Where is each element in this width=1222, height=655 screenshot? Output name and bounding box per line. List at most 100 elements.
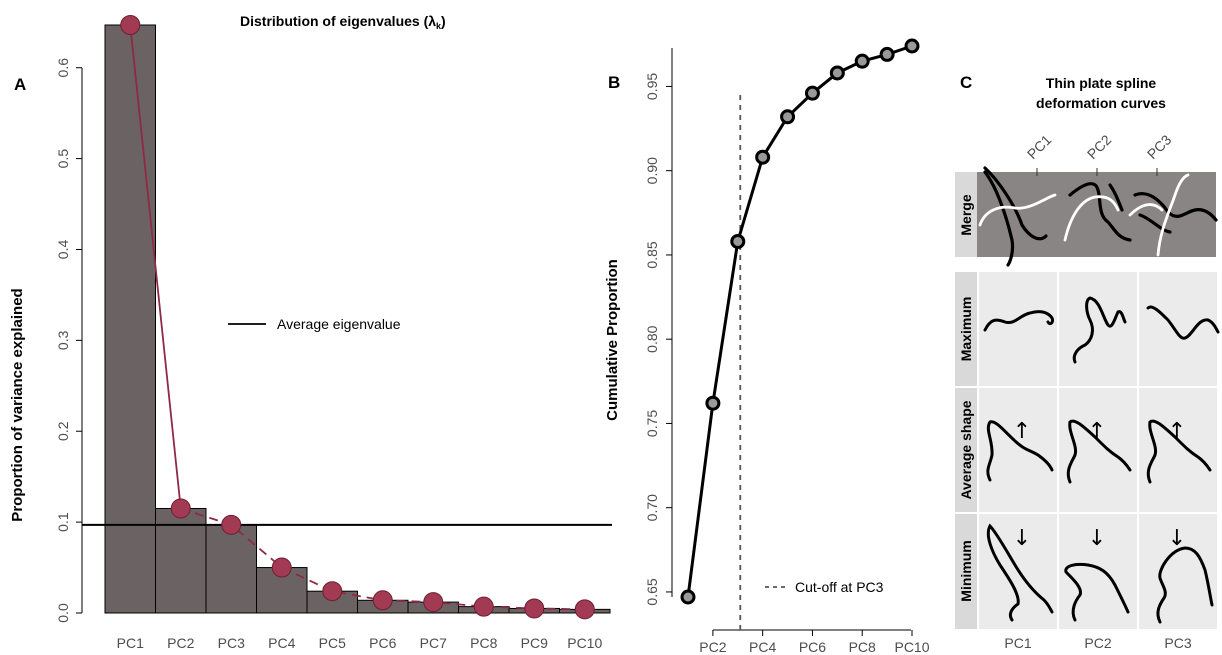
- up-arrow-icon: ↑: [1088, 419, 1106, 444]
- y-tick-label: 0.1: [55, 512, 71, 532]
- panel-a-legend: Average eigenvalue: [228, 316, 401, 332]
- panel-b-points: [680, 38, 920, 605]
- y-tick-label: 0.3: [55, 330, 71, 350]
- data-point: [705, 395, 721, 411]
- y-tick-label: 0.5: [55, 149, 71, 169]
- legend-average-eigenvalue: Average eigenvalue: [277, 316, 401, 332]
- row-label-average: Average shape: [958, 400, 974, 499]
- x-tick-label: PC2: [699, 639, 726, 655]
- x-tick-label: PC6: [369, 635, 396, 651]
- top-label-pc2: PC2: [1084, 131, 1115, 162]
- bottom-label-pc1: PC1: [1004, 635, 1031, 651]
- x-tick-label: PC1: [117, 635, 144, 651]
- x-tick-label: PC8: [849, 639, 876, 655]
- data-point: [120, 15, 141, 35]
- strip-average: [955, 388, 977, 512]
- panel-a-x-ticks: PC1 PC2 PC3 PC4 PC5 PC6 PC7 PC8 PC9 PC10: [117, 635, 603, 651]
- x-tick-label: PC5: [319, 635, 346, 651]
- y-tick-label: 0.95: [644, 73, 660, 100]
- panel-a-y-axis-title: Proportion of variance explained: [9, 288, 26, 521]
- arrows: ↑ ↑ ↑ ↓ ↓ ↓: [1013, 419, 1186, 551]
- data-point: [879, 46, 895, 62]
- merge-curves: [978, 166, 1218, 267]
- bottom-label-pc3: PC3: [1164, 635, 1191, 651]
- bar: [205, 524, 257, 614]
- data-point: [574, 599, 595, 620]
- data-point: [904, 38, 920, 54]
- data-point: [221, 514, 242, 535]
- down-arrow-icon: ↓: [1168, 526, 1186, 551]
- down-arrow-icon: ↓: [1088, 526, 1106, 551]
- panel-c: C Thin plate spline deformation curves P…: [955, 73, 1220, 651]
- data-point: [854, 53, 870, 69]
- x-tick-label: PC8: [470, 635, 497, 651]
- data-point: [423, 592, 444, 613]
- panel-c-letter: C: [960, 73, 972, 92]
- panel-c-title-line2: deformation curves: [1036, 95, 1166, 111]
- panel-a-title-main: Distribution of eigenvalues (λ: [240, 13, 436, 29]
- row-label-merge: Merge: [958, 194, 974, 235]
- row-label-minimum: Minimum: [958, 540, 974, 601]
- data-point: [780, 109, 796, 125]
- x-tick-label: PC7: [420, 635, 447, 651]
- strip-minimum: [955, 514, 977, 629]
- panel-a-title: Distribution of eigenvalues (λk): [240, 13, 446, 31]
- bar: [104, 24, 156, 614]
- top-label-pc3: PC3: [1144, 131, 1175, 162]
- down-arrow-icon: ↓: [1013, 526, 1031, 551]
- shape-curves: [983, 296, 1220, 624]
- panel-b-x-ticks: PC2 PC4 PC6 PC8 PC10: [699, 630, 930, 655]
- y-tick-label: 0.75: [644, 410, 660, 437]
- bar: [155, 507, 207, 614]
- x-tick-label: PC4: [749, 639, 776, 655]
- x-tick-label: PC4: [268, 635, 295, 651]
- panel-b-y-ticks: 0.65 0.70 0.75 0.80 0.85 0.90 0.95: [644, 73, 672, 606]
- panel-a-title-sub: k: [436, 21, 442, 31]
- x-tick-label: PC10: [894, 639, 929, 655]
- cumulative-line: [686, 44, 913, 598]
- data-point: [804, 85, 820, 101]
- y-tick-label: 0.85: [644, 241, 660, 268]
- panel-a-title-close: ): [441, 13, 446, 29]
- cell-grid: [979, 272, 1217, 629]
- data-point: [524, 598, 545, 619]
- data-point: [829, 65, 845, 81]
- y-tick-label: 0.6: [55, 58, 71, 78]
- data-point: [680, 589, 696, 605]
- y-tick-label: 0.2: [55, 421, 71, 441]
- y-tick-label: 0.0: [55, 603, 71, 623]
- data-point: [730, 233, 746, 249]
- y-tick-label: 0.80: [644, 325, 660, 352]
- bottom-label-pc2: PC2: [1084, 635, 1111, 651]
- y-tick-label: 0.65: [644, 578, 660, 605]
- up-arrow-icon: ↑: [1168, 419, 1186, 444]
- top-label-pc1: PC1: [1024, 131, 1055, 162]
- y-tick-label: 0.4: [55, 240, 71, 260]
- panel-a-bars: [104, 24, 611, 614]
- panel-b-letter: B: [608, 73, 620, 92]
- strip-merge: [955, 172, 977, 257]
- panel-a-letter: A: [14, 75, 26, 94]
- series-segment: [129, 24, 182, 509]
- strip-maximum: [955, 272, 977, 386]
- data-point: [271, 557, 292, 578]
- x-tick-label: PC6: [799, 639, 826, 655]
- x-tick-label: PC9: [521, 635, 548, 651]
- data-point: [372, 590, 393, 611]
- x-tick-label: PC10: [567, 635, 602, 651]
- data-point: [755, 149, 771, 165]
- up-arrow-icon: ↑: [1013, 419, 1031, 444]
- panel-b: B Cumulative Proportion 0.65 0.70 0.75 0.80…: [604, 38, 930, 655]
- y-tick-label: 0.70: [644, 494, 660, 521]
- row-label-maximum: Maximum: [958, 297, 974, 362]
- panel-b-y-axis-title: Cumulative Proportion: [604, 259, 621, 421]
- panel-a-points: [120, 15, 595, 620]
- panel-c-title-line1: Thin plate spline: [1046, 75, 1157, 91]
- panel-a-y-ticks: 0.0 0.1 0.2 0.3 0.4 0.5 0.6: [55, 58, 82, 623]
- data-point: [322, 581, 343, 602]
- data-point: [170, 498, 191, 519]
- panel-b-legend: Cut-off at PC3: [765, 579, 884, 595]
- x-tick-label: PC3: [218, 635, 245, 651]
- x-tick-label: PC2: [167, 635, 194, 651]
